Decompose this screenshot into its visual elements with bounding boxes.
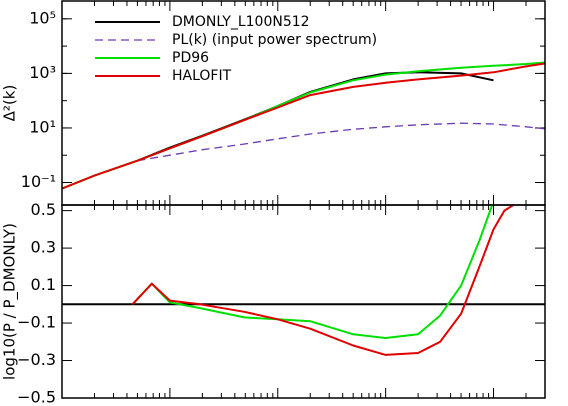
plot-area bbox=[62, 205, 545, 356]
y-tick-label: 0.5 bbox=[31, 200, 56, 219]
legend-label: DMONLY_L100N512 bbox=[172, 14, 310, 30]
series-line bbox=[137, 71, 494, 162]
y-tick-label: 10¹ bbox=[29, 117, 56, 136]
plot-frame bbox=[61, 204, 546, 399]
y-axis-label: Δ²(k) bbox=[1, 85, 19, 122]
y-tick-label: 10³ bbox=[29, 63, 56, 82]
legend-label: PL(k) (input power spectrum) bbox=[172, 32, 377, 48]
legend-label: PD96 bbox=[172, 50, 209, 66]
y-tick-label: 10⁵ bbox=[29, 8, 56, 27]
series-line bbox=[137, 122, 545, 162]
y-tick-label: −0.5 bbox=[17, 388, 56, 406]
plot-area bbox=[62, 61, 545, 190]
series-line bbox=[62, 62, 545, 190]
y-tick-label: 0.1 bbox=[31, 275, 56, 294]
y-axis-label: log10(P / P_DMONLY) bbox=[1, 223, 20, 380]
y-tick-label: 10⁻¹ bbox=[21, 172, 56, 191]
y-tick-label: 0.3 bbox=[31, 238, 56, 257]
series-line bbox=[131, 205, 516, 356]
series-line bbox=[62, 61, 545, 190]
y-tick-label: −0.1 bbox=[17, 313, 56, 332]
series-line bbox=[131, 205, 494, 339]
legend-label: HALOFIT bbox=[172, 68, 232, 84]
y-tick-label: −0.3 bbox=[17, 350, 56, 369]
